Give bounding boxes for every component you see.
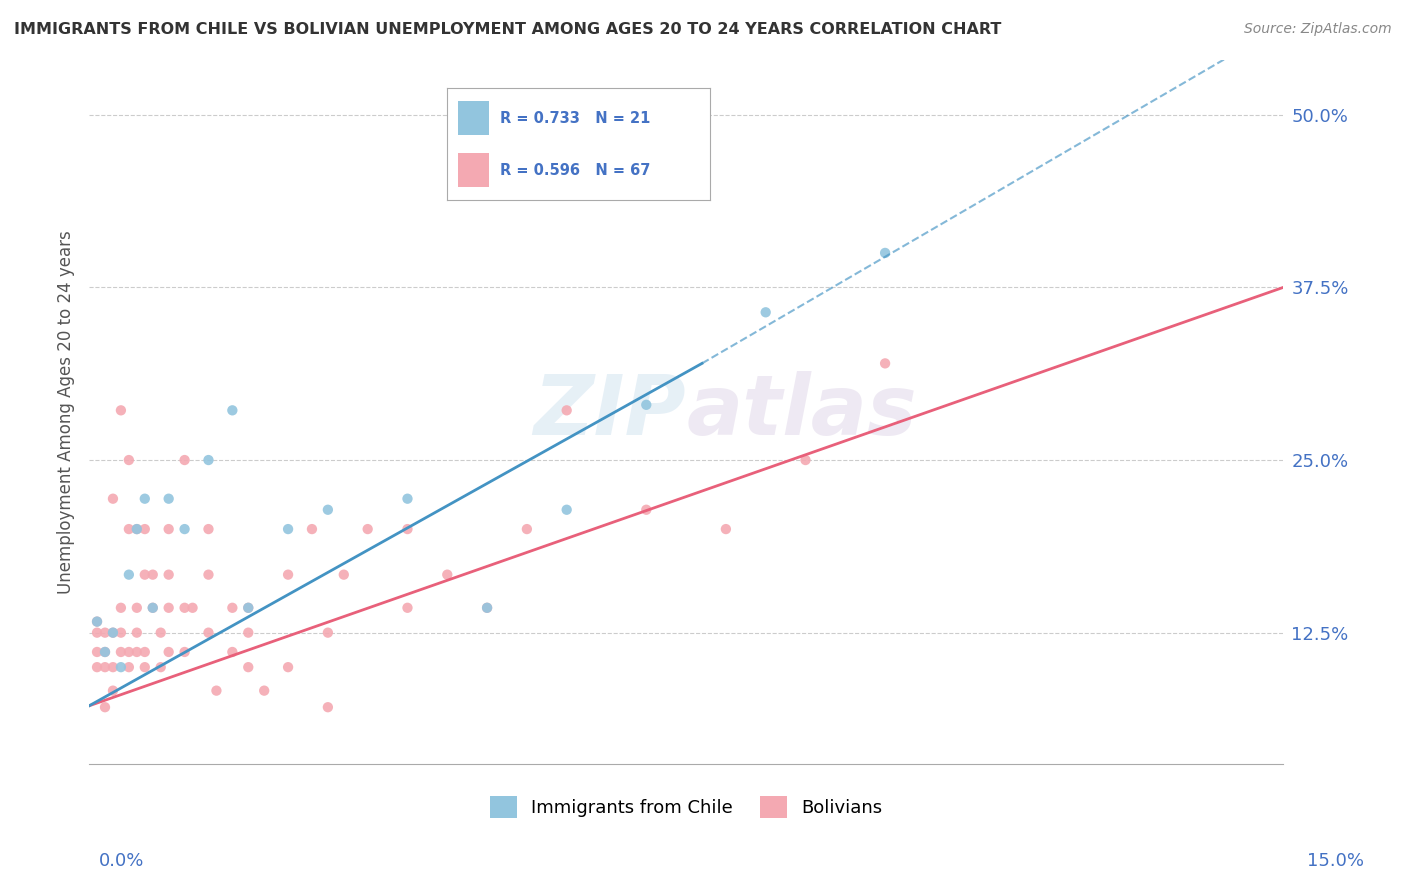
Point	[277, 522, 299, 536]
Point	[157, 600, 180, 615]
Y-axis label: Unemployment Among Ages 20 to 24 years: Unemployment Among Ages 20 to 24 years	[58, 230, 75, 593]
Point	[101, 625, 124, 640]
Point	[357, 522, 380, 536]
Point	[173, 600, 195, 615]
Point	[134, 660, 156, 674]
Point	[118, 453, 141, 467]
Point	[636, 502, 658, 516]
Point	[197, 453, 219, 467]
Point	[173, 522, 195, 536]
Point	[475, 600, 498, 615]
Point	[110, 625, 132, 640]
Point	[118, 522, 141, 536]
Point	[118, 645, 141, 659]
Point	[221, 403, 243, 417]
Point	[301, 522, 323, 536]
Point	[794, 453, 817, 467]
Point	[714, 522, 737, 536]
Point	[101, 625, 124, 640]
Text: 15.0%: 15.0%	[1306, 852, 1364, 870]
Text: IMMIGRANTS FROM CHILE VS BOLIVIAN UNEMPLOYMENT AMONG AGES 20 TO 24 YEARS CORRELA: IMMIGRANTS FROM CHILE VS BOLIVIAN UNEMPL…	[14, 22, 1001, 37]
Point	[436, 567, 458, 582]
Point	[277, 567, 299, 582]
Point	[134, 567, 156, 582]
Point	[316, 502, 339, 516]
Point	[149, 625, 172, 640]
Point	[101, 683, 124, 698]
Point	[238, 600, 260, 615]
Point	[86, 615, 108, 629]
Point	[118, 567, 141, 582]
Point	[86, 660, 108, 674]
Point	[197, 522, 219, 536]
Point	[101, 660, 124, 674]
Point	[238, 660, 260, 674]
Point	[221, 600, 243, 615]
Point	[475, 600, 498, 615]
Point	[94, 660, 117, 674]
Point	[173, 645, 195, 659]
Point	[396, 522, 419, 536]
Point	[221, 645, 243, 659]
Point	[101, 491, 124, 506]
Point	[238, 625, 260, 640]
Point	[125, 645, 148, 659]
Point	[277, 660, 299, 674]
Point	[110, 403, 132, 417]
Point	[134, 645, 156, 659]
Point	[555, 403, 578, 417]
Point	[142, 600, 165, 615]
Point	[134, 491, 156, 506]
Point	[125, 522, 148, 536]
Point	[110, 645, 132, 659]
Point	[142, 567, 165, 582]
Point	[125, 625, 148, 640]
Point	[86, 625, 108, 640]
Point	[125, 522, 148, 536]
Point	[149, 660, 172, 674]
Point	[197, 567, 219, 582]
Point	[238, 600, 260, 615]
Point	[118, 660, 141, 674]
Point	[516, 522, 538, 536]
Point	[253, 683, 276, 698]
Text: Source: ZipAtlas.com: Source: ZipAtlas.com	[1244, 22, 1392, 37]
Text: atlas: atlas	[686, 371, 917, 452]
Point	[157, 491, 180, 506]
Point	[396, 600, 419, 615]
Point	[94, 700, 117, 714]
Point	[316, 625, 339, 640]
Point	[396, 491, 419, 506]
Point	[110, 600, 132, 615]
Point	[181, 600, 204, 615]
Point	[197, 625, 219, 640]
Text: ZIP: ZIP	[533, 371, 686, 452]
Point	[205, 683, 228, 698]
Point	[142, 600, 165, 615]
Point	[157, 567, 180, 582]
Point	[333, 567, 356, 582]
Point	[86, 615, 108, 629]
Point	[755, 305, 778, 319]
Point	[110, 660, 132, 674]
Text: 0.0%: 0.0%	[98, 852, 143, 870]
Point	[636, 398, 658, 412]
Point	[555, 502, 578, 516]
Point	[875, 356, 897, 370]
Point	[94, 645, 117, 659]
Legend: Immigrants from Chile, Bolivians: Immigrants from Chile, Bolivians	[482, 789, 890, 825]
Point	[875, 246, 897, 260]
Point	[86, 645, 108, 659]
Point	[173, 453, 195, 467]
Point	[125, 600, 148, 615]
Point	[316, 700, 339, 714]
Point	[94, 625, 117, 640]
Point	[157, 645, 180, 659]
Point	[157, 522, 180, 536]
Point	[134, 522, 156, 536]
Point	[94, 645, 117, 659]
